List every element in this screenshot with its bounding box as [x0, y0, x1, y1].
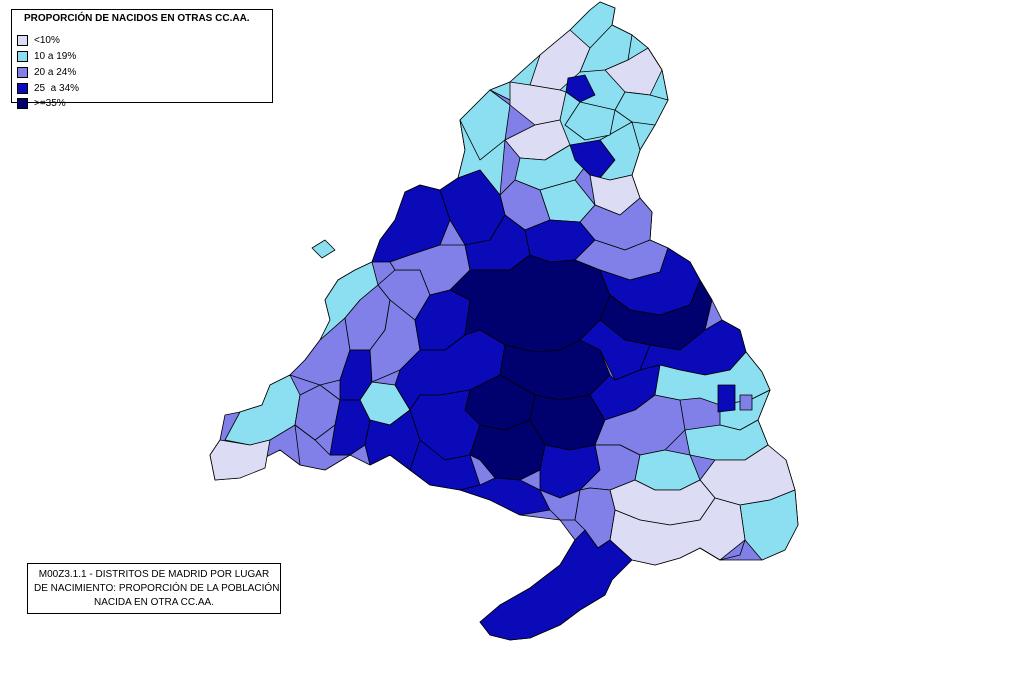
district-region [209, 439, 271, 481]
district-region [634, 449, 701, 491]
legend-item-gte35: >=35% [17, 96, 66, 110]
enclave-region [311, 239, 336, 259]
caption-line: DE NACIMIENTO: PROPORCIÓN DE LA POBLACIÓ… [34, 583, 280, 594]
district-region [469, 419, 546, 481]
district-region [509, 81, 567, 126]
map-caption: M00Z3.1.1 - DISTRITOS DE MADRID POR LUGA… [27, 563, 281, 614]
south-tail-region [479, 529, 633, 641]
district-region [739, 489, 799, 561]
legend-label: 10 a 19% [34, 50, 77, 62]
legend-swatch [17, 50, 28, 62]
legend-title: PROPORCIÓN DE NACIDOS EN OTRAS CC.AA. [24, 13, 250, 24]
legend: PROPORCIÓN DE NACIDOS EN OTRAS CC.AA. <1… [11, 9, 273, 109]
district-region [565, 74, 596, 103]
caption-line: NACIDA EN OTRA CC.AA. [93, 597, 215, 608]
legend-label: >=35% [34, 97, 66, 109]
legend-swatch [17, 97, 28, 109]
legend-swatch [17, 82, 28, 94]
district-region [564, 101, 616, 141]
legend-label: <10% [34, 34, 60, 46]
legend-item-20-24: 20 a 24% [17, 65, 76, 79]
legend-item-25-34: 25 a 34% [17, 81, 79, 95]
legend-item-10-19: 10 a 19% [17, 49, 76, 63]
caption-line: M00Z3.1.1 - DISTRITOS DE MADRID POR LUGA… [38, 569, 270, 580]
legend-label: 20 a 24% [34, 66, 77, 78]
enclave-region [717, 384, 736, 413]
legend-swatch [17, 34, 28, 46]
legend-item-lt10: <10% [17, 33, 60, 47]
enclave-region [739, 394, 753, 411]
legend-swatch [17, 66, 28, 78]
legend-label: 25 a 34% [34, 82, 80, 94]
district-region [699, 539, 746, 561]
district-region [289, 317, 351, 386]
